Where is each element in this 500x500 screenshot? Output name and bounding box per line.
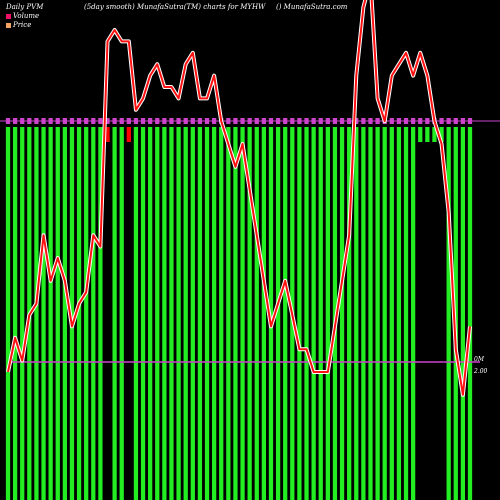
volume-bar <box>155 127 160 500</box>
volume-bar <box>233 127 238 500</box>
volume-bar <box>183 127 188 500</box>
volume-bar <box>354 127 359 500</box>
volume-bar <box>98 127 103 500</box>
volume-bar <box>375 127 380 500</box>
volume-bar <box>126 127 131 142</box>
chart-title-right: () MunafaSutra.com <box>276 3 348 11</box>
volume-bar <box>84 127 89 500</box>
volume-bar <box>176 127 181 500</box>
volume-bar <box>162 127 167 500</box>
volume-bar <box>55 127 60 500</box>
volume-bar <box>347 127 352 500</box>
volume-bar <box>148 127 153 500</box>
volume-bar <box>62 127 67 500</box>
volume-bar <box>133 127 139 500</box>
volume-bar <box>418 127 423 142</box>
volume-bar <box>119 127 124 500</box>
volume-bar <box>105 127 110 142</box>
volume-bar <box>76 127 82 500</box>
chart-title-left: Daily PVM <box>6 3 44 11</box>
legend-volume-label: Volume <box>13 12 40 20</box>
volume-bar <box>20 127 25 500</box>
volume-bar <box>318 127 323 500</box>
volume-bar <box>197 127 203 500</box>
volume-bar <box>304 127 309 500</box>
volume-bar <box>169 127 174 500</box>
volume-bar <box>240 127 245 500</box>
volume-bar <box>396 127 402 500</box>
legend-price: Price <box>6 21 31 29</box>
volume-bar <box>48 127 53 500</box>
volume-bar <box>112 127 117 500</box>
volume-swatch <box>6 13 11 19</box>
volume-bar <box>247 127 252 500</box>
volume-bar <box>41 127 46 500</box>
volume-bar <box>311 127 316 500</box>
volume-bar <box>190 127 195 500</box>
volume-axis-label: 0M <box>474 356 484 363</box>
volume-bar <box>140 127 146 500</box>
legend-price-label: Price <box>13 21 32 29</box>
volume-bar <box>275 127 281 500</box>
price-lines <box>6 0 472 397</box>
volume-bar <box>425 127 430 142</box>
volume-bar <box>325 127 330 500</box>
volume-bar <box>389 127 394 500</box>
volume-bar <box>368 127 373 500</box>
volume-bar <box>5 127 11 500</box>
volume-bar <box>439 127 444 142</box>
volume-bar <box>91 127 96 500</box>
volume-bar <box>34 127 39 500</box>
volume-bar <box>297 127 302 500</box>
volume-bar <box>261 127 266 500</box>
volume-bar <box>411 127 416 500</box>
volume-bar <box>382 127 387 500</box>
volume-bar <box>460 127 466 500</box>
legend-volume: Volume <box>6 12 39 20</box>
volume-bar <box>446 127 451 500</box>
price-swatch <box>6 22 11 28</box>
volume-bar <box>361 127 366 500</box>
volume-bar <box>12 127 18 500</box>
volume-bar <box>204 127 210 500</box>
volume-bar <box>219 127 224 500</box>
volume-bar <box>283 127 288 500</box>
volume-bar <box>339 127 345 500</box>
volume-bar <box>226 127 231 500</box>
volume-bar <box>432 127 437 142</box>
volume-bar <box>211 127 217 500</box>
chart-title-middle: (5day smooth) MunafaSutra(TM) charts for… <box>84 3 266 11</box>
volume-bar <box>467 127 473 500</box>
volume-bar <box>403 127 409 500</box>
price-axis-label: 2.00 <box>474 368 488 375</box>
price-line <box>7 0 471 396</box>
volume-bar <box>254 127 259 500</box>
